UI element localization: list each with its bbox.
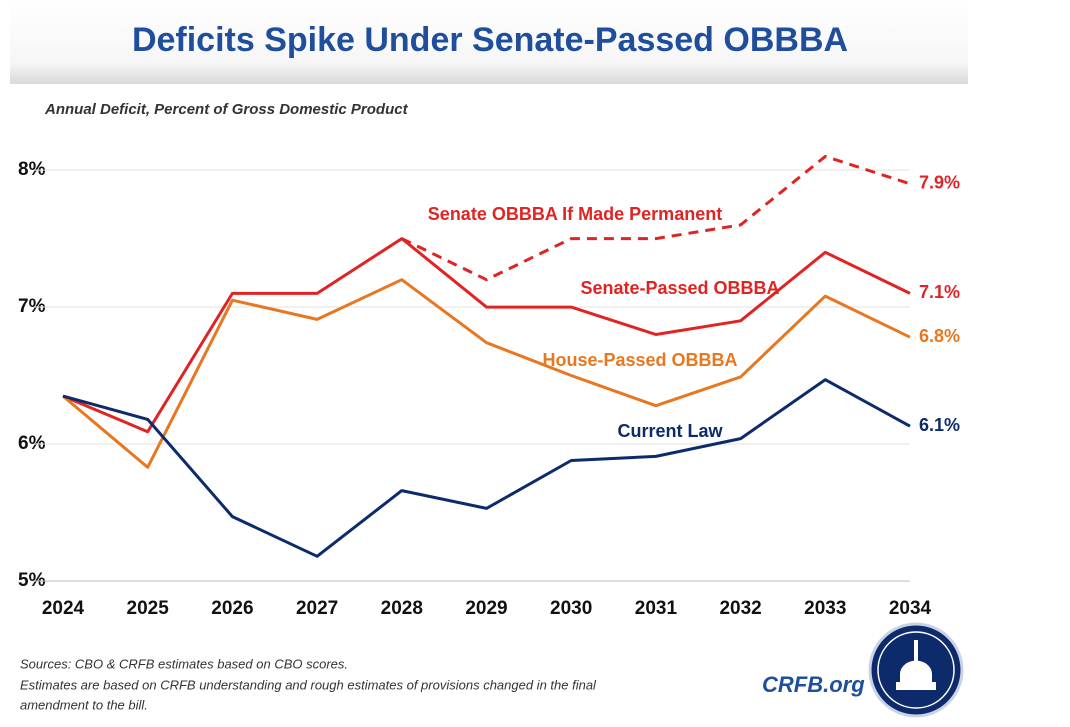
source-line: Sources: CBO & CRFB estimates based on C… [20,656,348,671]
value-label: 7.9% [919,173,960,193]
x-tick-label: 2029 [465,598,507,619]
series-line [401,154,911,282]
x-tick-label: 2031 [635,598,678,619]
x-tick-label: 2030 [550,598,592,619]
series-label: Senate OBBBA If Made Permanent [428,204,722,224]
series-label: Current Law [617,421,723,441]
x-tick-label: 2027 [296,598,338,619]
source-line: Estimates are based on CRFB understandin… [20,677,597,692]
series-line [62,378,911,558]
x-tick-label: 2032 [719,598,761,619]
x-tick-label: 2025 [127,598,170,619]
y-tick-label: 6% [18,433,46,454]
x-tick-label: 2033 [804,598,846,619]
x-tick-label: 2024 [42,598,85,619]
y-tick-label: 5% [18,570,46,591]
series-label: Senate-Passed OBBBA [580,278,779,298]
chart-title: Deficits Spike Under Senate-Passed OBBBA [132,21,848,59]
y-tick-label: 8% [18,159,46,180]
y-tick-label: 7% [18,296,46,317]
series-line [62,278,911,469]
x-tick-label: 2026 [211,598,253,619]
source-line: amendment to the bill. [20,697,148,712]
value-label: 6.8% [919,326,960,346]
x-tick-label: 2034 [889,598,932,619]
brand: CRFB.org [762,672,865,697]
value-label: 6.1% [919,415,960,435]
series-label: House-Passed OBBBA [542,350,737,370]
title-band [10,0,968,84]
x-tick-label: 2028 [381,598,423,619]
logo [868,622,964,718]
series-line [62,237,911,434]
value-label: 7.1% [919,282,960,302]
subtitle: Annual Deficit, Percent of Gross Domesti… [44,101,409,118]
